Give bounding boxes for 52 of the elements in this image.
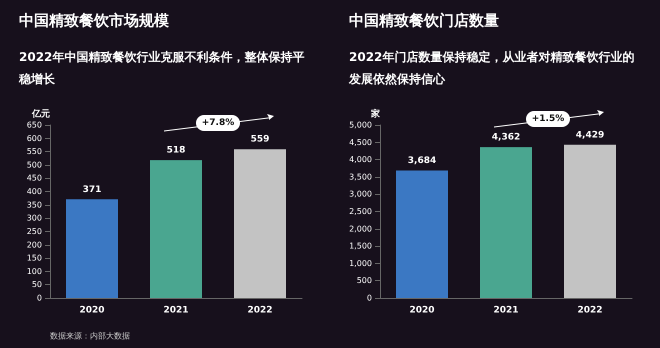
data-label: 518	[166, 146, 186, 156]
y-tick-label: 4,500	[349, 138, 372, 147]
y-tick-label: 650	[26, 120, 42, 130]
x-tick-label: 2020	[409, 306, 435, 316]
source-note: 数据来源：内部大数据	[50, 332, 130, 340]
y-axis-title: 亿元	[31, 108, 50, 120]
annotation: +7.8%	[196, 115, 240, 132]
bar	[564, 144, 616, 298]
bar	[150, 160, 202, 298]
y-tick-label: 300	[26, 214, 42, 223]
y-tick-label: 100	[26, 266, 42, 276]
chart-subtitle: 2022年中国精致餐饮行业克服不利条件，整体保持平稳增长	[18, 50, 304, 86]
data-label: 4,429	[576, 130, 604, 140]
chart-subtitle: 2022年门店数量保持稳定，从业者对精致餐饮行业的发展依然保持信心	[348, 50, 634, 86]
y-tick-label: 4,000	[349, 155, 372, 164]
y-tick-label: 1,000	[349, 258, 372, 268]
data-label: 559	[250, 134, 270, 145]
y-tick-label: 150	[26, 254, 42, 263]
y-axis-title: 家	[370, 108, 380, 120]
y-tick-label: 2,500	[349, 207, 372, 216]
data-label: 371	[82, 184, 102, 195]
y-tick-label: 450	[26, 174, 42, 183]
y-tick-label: 3,500	[349, 172, 372, 182]
chart-title: 中国精致餐饮门店数量	[349, 12, 499, 30]
y-tick-label: 0	[36, 294, 42, 302]
y-tick-label: 500	[26, 160, 42, 170]
y-tick-label: 250	[26, 226, 42, 236]
bar	[234, 149, 286, 298]
y-tick-label: 600	[26, 134, 42, 143]
bar	[66, 199, 118, 298]
x-tick-label: 2021	[493, 306, 519, 316]
x-tick-label: 2021	[163, 306, 189, 316]
y-tick-label: 350	[26, 200, 42, 210]
y-tick-label: 3,000	[349, 190, 372, 199]
y-tick-label: 5,000	[349, 120, 372, 130]
y-tick-label: 0	[366, 294, 372, 302]
chart-title: 中国精致餐饮市场规模	[19, 12, 170, 30]
y-tick-label: 400	[26, 187, 42, 196]
data-label: 4,362	[492, 132, 520, 143]
text: +1.5%	[526, 110, 570, 127]
y-tick-label: 550	[26, 147, 42, 156]
x-tick-label: 2022	[247, 306, 273, 316]
y-tick-label: 50	[32, 280, 42, 290]
x-tick-label: 2022	[577, 306, 603, 316]
y-tick-label: 500	[356, 276, 372, 286]
data-label: 3,684	[408, 156, 436, 166]
y-tick-label: 1,500	[349, 242, 372, 251]
y-tick-label: 2,000	[349, 224, 372, 234]
bar	[480, 147, 532, 298]
x-tick-label: 2020	[79, 306, 105, 316]
bar	[396, 170, 448, 298]
y-tick-label: 200	[26, 240, 42, 250]
